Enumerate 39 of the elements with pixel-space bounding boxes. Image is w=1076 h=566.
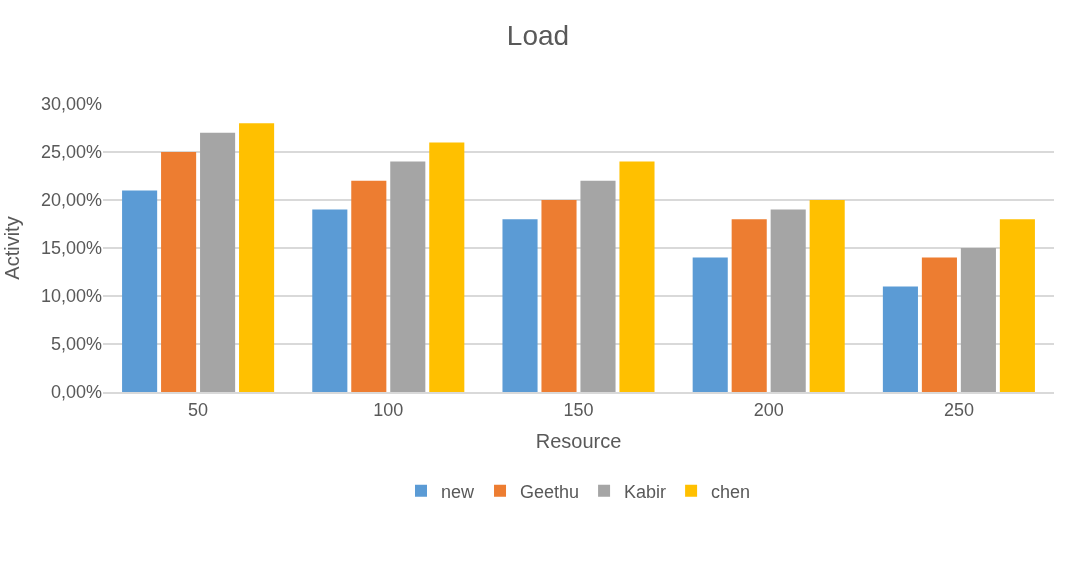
bar <box>619 161 655 392</box>
y-tick-label: 25,00% <box>40 142 102 163</box>
bar <box>200 132 236 392</box>
bar <box>390 161 426 392</box>
bar <box>921 257 957 392</box>
x-axis-title: Resource <box>535 429 622 452</box>
x-tick-label: 150 <box>563 399 594 420</box>
chart-title: Load <box>506 20 570 52</box>
bar <box>502 219 538 392</box>
bar <box>809 200 845 392</box>
bar <box>239 123 275 392</box>
bar <box>770 209 806 392</box>
bar <box>541 200 577 392</box>
bar <box>122 190 158 392</box>
x-tick-label: 200 <box>753 399 784 420</box>
bar <box>692 257 728 392</box>
y-tick-label: 0,00% <box>50 382 102 403</box>
legend-label: chen <box>711 481 751 502</box>
legend-label: new <box>441 481 476 502</box>
bar <box>731 219 767 392</box>
y-tick-label: 20,00% <box>40 190 102 211</box>
y-tick-label: 10,00% <box>40 286 102 307</box>
bar <box>312 209 348 392</box>
legend-label: Kabir <box>624 481 667 502</box>
legend-label: Geethu <box>520 481 580 502</box>
y-axis-title: Activity <box>1 216 24 280</box>
y-tick-label: 5,00% <box>50 334 102 355</box>
x-tick-label: 100 <box>373 399 404 420</box>
bar <box>351 180 387 392</box>
x-tick-label: 50 <box>188 399 209 420</box>
bar <box>999 219 1035 392</box>
bar <box>580 180 616 392</box>
bar <box>882 286 918 392</box>
bar <box>161 152 197 392</box>
x-tick-label: 250 <box>943 399 974 420</box>
y-tick-label: 15,00% <box>40 238 102 259</box>
y-tick-label: 30,00% <box>40 94 102 115</box>
bar <box>960 248 996 392</box>
bar <box>429 142 465 392</box>
